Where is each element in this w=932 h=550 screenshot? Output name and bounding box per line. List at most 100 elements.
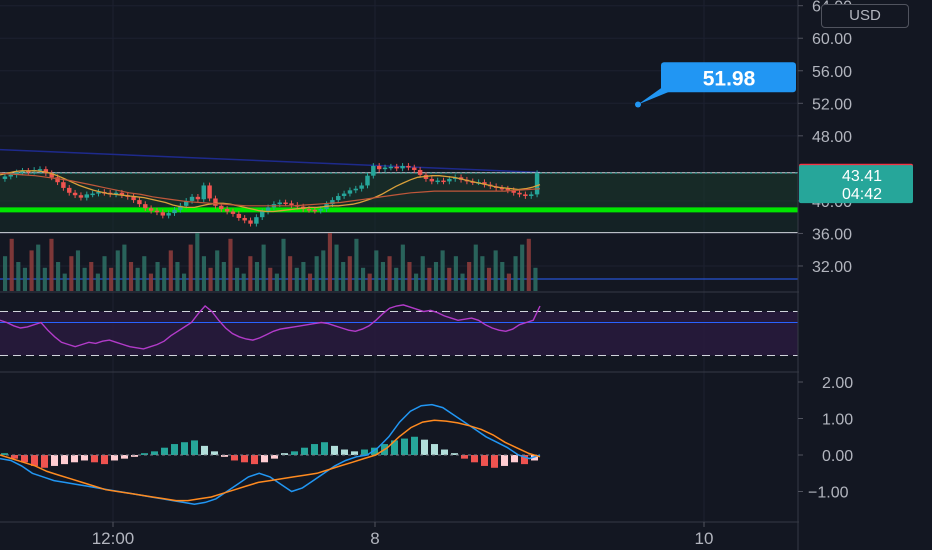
price-axis[interactable]: 64.0060.0056.0052.0048.0040.0036.0032.00… <box>798 0 932 550</box>
candle[interactable] <box>131 196 136 201</box>
volume-bar <box>241 273 246 291</box>
volume-bar <box>321 250 326 291</box>
candle[interactable] <box>505 188 511 191</box>
candle[interactable] <box>154 210 160 213</box>
candle[interactable] <box>417 169 423 175</box>
candle[interactable] <box>441 180 446 183</box>
candle[interactable] <box>318 209 323 211</box>
candle[interactable] <box>236 213 242 218</box>
candle[interactable] <box>49 173 54 178</box>
candle[interactable] <box>67 187 72 193</box>
macd-histogram-bar <box>61 455 68 465</box>
candle[interactable] <box>14 172 19 175</box>
candle[interactable] <box>388 166 394 169</box>
candle[interactable] <box>435 180 440 183</box>
moving-averages <box>0 170 541 213</box>
candle[interactable] <box>312 209 318 212</box>
volume-bar <box>248 256 253 291</box>
candle[interactable] <box>447 178 452 182</box>
candle[interactable] <box>517 192 522 195</box>
currency-label[interactable]: USD <box>821 4 909 28</box>
candle[interactable] <box>213 198 218 206</box>
candle[interactable] <box>61 182 66 188</box>
candle[interactable] <box>78 195 84 198</box>
candle[interactable] <box>429 178 435 182</box>
candle[interactable] <box>359 185 364 189</box>
candle[interactable] <box>523 194 528 197</box>
macd-histogram-bar <box>501 455 508 466</box>
target-callout[interactable]: 51.98 <box>635 62 796 108</box>
candle[interactable] <box>72 192 78 196</box>
candle[interactable] <box>376 165 382 170</box>
candle[interactable] <box>254 217 259 224</box>
candle[interactable] <box>289 203 294 205</box>
macd-histogram-bar <box>241 455 248 463</box>
candle[interactable] <box>347 190 353 194</box>
candle[interactable] <box>529 194 534 197</box>
candle[interactable] <box>84 194 90 198</box>
candle[interactable] <box>148 208 154 211</box>
candle[interactable] <box>55 177 60 183</box>
candle[interactable] <box>330 200 335 205</box>
candle[interactable] <box>178 205 183 210</box>
candle[interactable] <box>90 193 95 196</box>
candle[interactable] <box>260 211 265 218</box>
candle[interactable] <box>183 200 189 206</box>
candle[interactable] <box>195 196 201 200</box>
volume-bar <box>433 262 439 291</box>
macd-histogram-bar <box>531 455 538 461</box>
candle[interactable] <box>265 207 271 212</box>
macd-histogram-bar <box>221 455 228 457</box>
candle[interactable] <box>96 191 101 194</box>
candle[interactable] <box>365 175 370 186</box>
candle[interactable] <box>353 188 359 191</box>
candle[interactable] <box>242 217 247 221</box>
candle[interactable] <box>37 169 43 171</box>
candle[interactable] <box>499 187 505 190</box>
candle[interactable] <box>8 174 13 177</box>
candle[interactable] <box>511 190 516 193</box>
macd-histogram-bar <box>141 453 148 455</box>
macd-histogram-bar <box>201 445 208 455</box>
trendline[interactable] <box>0 148 541 174</box>
candle[interactable] <box>166 213 171 216</box>
callout-box[interactable] <box>661 62 796 93</box>
candle[interactable] <box>394 166 399 169</box>
candle[interactable] <box>336 196 341 201</box>
macd-histogram-bar <box>451 453 458 455</box>
macd-histogram-bar <box>51 455 58 466</box>
candle[interactable] <box>137 200 142 205</box>
candle[interactable] <box>412 167 417 170</box>
candle[interactable] <box>172 209 177 214</box>
callout-anchor-dot[interactable] <box>635 101 641 108</box>
candle[interactable] <box>2 176 8 179</box>
candle[interactable] <box>283 202 288 205</box>
time-axis[interactable]: 12:00 8 10 <box>92 522 714 548</box>
candle[interactable] <box>119 192 125 196</box>
candle[interactable] <box>113 192 119 195</box>
candle[interactable] <box>482 182 487 185</box>
candle[interactable] <box>143 204 148 209</box>
macd-histogram-bar <box>411 436 418 455</box>
candle[interactable] <box>201 185 206 200</box>
candle[interactable] <box>248 220 253 224</box>
candle[interactable] <box>277 202 282 205</box>
candle[interactable] <box>189 196 195 201</box>
candle[interactable] <box>230 211 236 214</box>
candle[interactable] <box>534 173 540 195</box>
candle[interactable] <box>207 185 212 199</box>
candle[interactable] <box>20 170 25 173</box>
candle[interactable] <box>400 165 405 169</box>
candle[interactable] <box>382 167 388 170</box>
candle[interactable] <box>406 165 411 168</box>
candle[interactable] <box>341 193 347 197</box>
candle[interactable] <box>26 170 31 173</box>
candle[interactable] <box>219 205 224 210</box>
candle[interactable] <box>306 209 312 211</box>
candle[interactable] <box>160 212 166 216</box>
candle[interactable] <box>43 169 49 174</box>
candle[interactable] <box>371 165 376 176</box>
candle[interactable] <box>224 209 230 212</box>
